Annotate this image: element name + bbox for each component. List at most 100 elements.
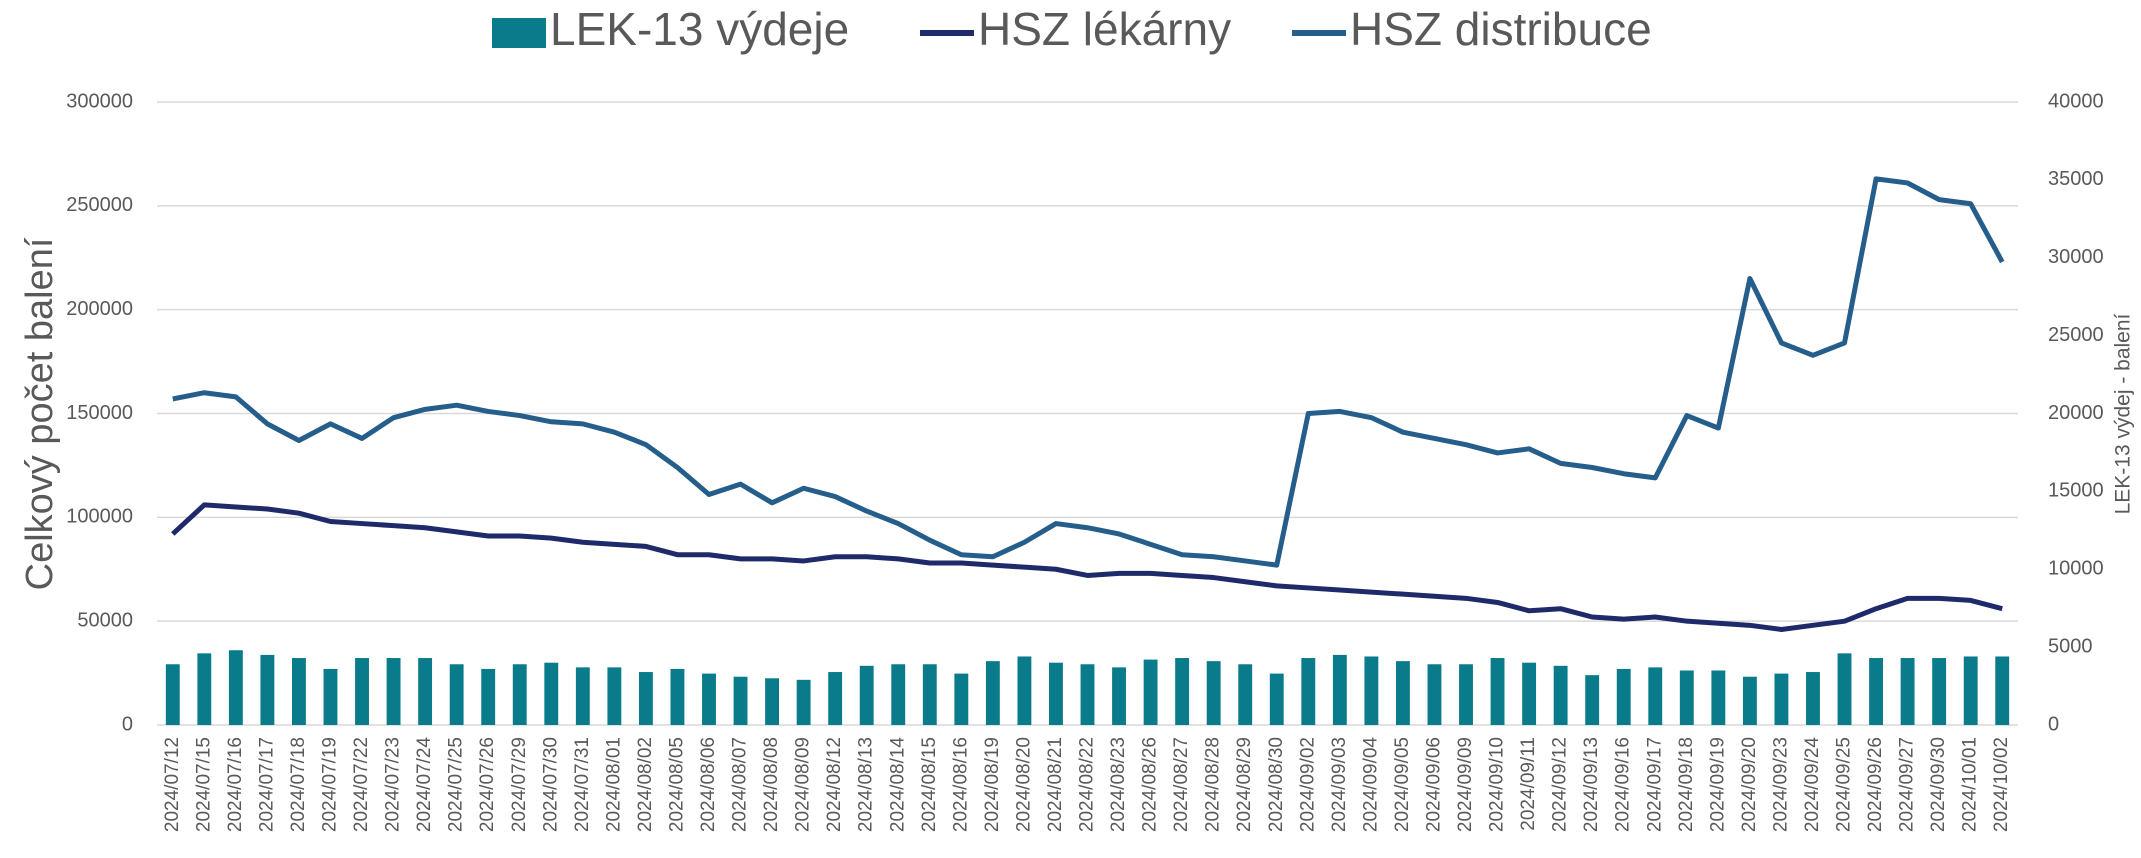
x-tick-label: 2024/09/25 (1834, 737, 1855, 832)
y2-tick-label: 10000 (2048, 558, 2104, 580)
x-tick-label: 2024/09/27 (1897, 737, 1918, 832)
bar (386, 658, 401, 725)
bar (1049, 662, 1063, 725)
x-tick-label: 2024/09/24 (1802, 737, 1823, 833)
x-tick-label: 2024/07/25 (446, 737, 467, 832)
y2-tick-label: 35000 (2048, 168, 2104, 190)
bar (1522, 662, 1537, 725)
y-tick-label: 300000 (66, 90, 133, 112)
bar (1806, 672, 1820, 725)
x-tick-label: 2024/08/13 (856, 737, 877, 832)
x-tick-label: 2024/08/28 (1203, 737, 1224, 832)
x-tick-label: 2024/09/26 (1865, 737, 1886, 832)
y2-tick-label: 40000 (2048, 90, 2104, 112)
x-tick-label: 2024/09/23 (1770, 737, 1791, 832)
bar (733, 676, 748, 725)
line (172, 176, 2005, 568)
bar (1742, 676, 1757, 725)
x-tick-label: 2024/08/01 (603, 737, 624, 832)
x-tick-label: 2024/09/11 (1518, 737, 1539, 831)
legend-label: HSZ distribuce (1350, 3, 1652, 55)
bar (1080, 664, 1095, 725)
bar (1711, 670, 1726, 725)
x-tick-label: 2024/09/10 (1487, 737, 1508, 832)
y-tick-label: 150000 (66, 402, 133, 424)
x-tick-label: 2024/09/06 (1423, 737, 1444, 832)
bar (323, 668, 338, 725)
bar (1395, 661, 1410, 725)
y2-tick-label: 5000 (2048, 635, 2093, 657)
x-tick-label: 2024/09/05 (1392, 737, 1413, 832)
x-tick-label: 2024/08/07 (730, 737, 751, 832)
legend-label: HSZ lékárny (978, 3, 1231, 55)
x-tick-label: 2024/08/06 (698, 737, 719, 832)
x-tick-label: 2024/07/18 (288, 737, 309, 832)
bar (292, 658, 306, 725)
x-tick-label: 2024/09/09 (1455, 737, 1476, 832)
bar (1679, 670, 1694, 725)
legend-swatch (492, 18, 546, 48)
bar (1301, 658, 1316, 725)
x-tick-label: 2024/09/02 (1297, 737, 1318, 832)
x-tick-label: 2024/07/26 (477, 737, 498, 832)
bar (1017, 656, 1032, 725)
bar (985, 661, 1000, 725)
y-tick-label: 250000 (66, 194, 133, 216)
bar (1648, 667, 1663, 725)
bar (449, 664, 464, 725)
y2-axis-title: LEK-13 výdej - balení (2112, 313, 2135, 514)
x-tick-label: 2024/07/17 (256, 737, 277, 832)
y2-tick-label: 25000 (2048, 324, 2104, 346)
y2-tick-label: 20000 (2048, 402, 2104, 424)
x-tick-label: 2024/08/26 (1140, 737, 1161, 832)
bar (765, 678, 780, 725)
y2-tick-label: 30000 (2048, 246, 2104, 268)
bar (1869, 658, 1883, 725)
x-tick-label: 2024/09/03 (1329, 737, 1350, 832)
x-tick-label: 2024/07/31 (572, 737, 593, 832)
bar (702, 673, 716, 725)
bar (1459, 664, 1473, 725)
x-tick-label: 2024/09/04 (1360, 737, 1381, 833)
bar (418, 658, 433, 725)
legend-label: LEK-13 výdeje (550, 3, 849, 55)
x-tick-label: 2024/07/30 (540, 737, 561, 832)
bar (1269, 673, 1284, 725)
x-tick-label: 2024/09/19 (1707, 737, 1728, 832)
x-tick-label: 2024/07/16 (225, 737, 246, 832)
x-tick-label: 2024/08/21 (1045, 737, 1066, 832)
bar (512, 664, 527, 725)
y2-tick-label: 0 (2048, 713, 2059, 735)
bar (1238, 664, 1253, 725)
x-tick-label: 2024/07/23 (383, 737, 404, 832)
x-tick-label: 2024/09/16 (1613, 737, 1634, 832)
x-tick-label: 2024/08/16 (950, 737, 971, 832)
x-tick-label: 2024/09/12 (1550, 737, 1571, 832)
bar (165, 664, 180, 725)
bar (670, 668, 685, 725)
bar (828, 672, 843, 725)
bar (1963, 656, 1978, 725)
x-tick-label: 2024/07/29 (509, 737, 530, 832)
y-tick-label: 0 (122, 713, 133, 735)
x-tick-label: 2024/09/20 (1739, 737, 1760, 832)
bar (1932, 658, 1947, 725)
bar (1774, 673, 1789, 725)
bar (197, 653, 212, 725)
x-tick-label: 2024/07/15 (193, 737, 214, 832)
x-tick-label: 2024/08/09 (793, 737, 814, 832)
x-tick-label: 2024/08/22 (1077, 737, 1098, 832)
bar (1490, 658, 1505, 725)
bar (1585, 675, 1600, 725)
bar (922, 664, 937, 725)
x-tick-label: 2024/09/17 (1644, 737, 1665, 832)
bar (1112, 667, 1126, 725)
bar (228, 650, 243, 725)
x-tick-label: 2024/07/22 (351, 737, 372, 832)
y-tick-label: 200000 (66, 298, 133, 320)
bar (575, 667, 590, 725)
x-tick-label: 2024/09/13 (1581, 737, 1602, 832)
bar (1900, 658, 1915, 725)
x-tick-label: 2024/08/14 (887, 737, 908, 833)
